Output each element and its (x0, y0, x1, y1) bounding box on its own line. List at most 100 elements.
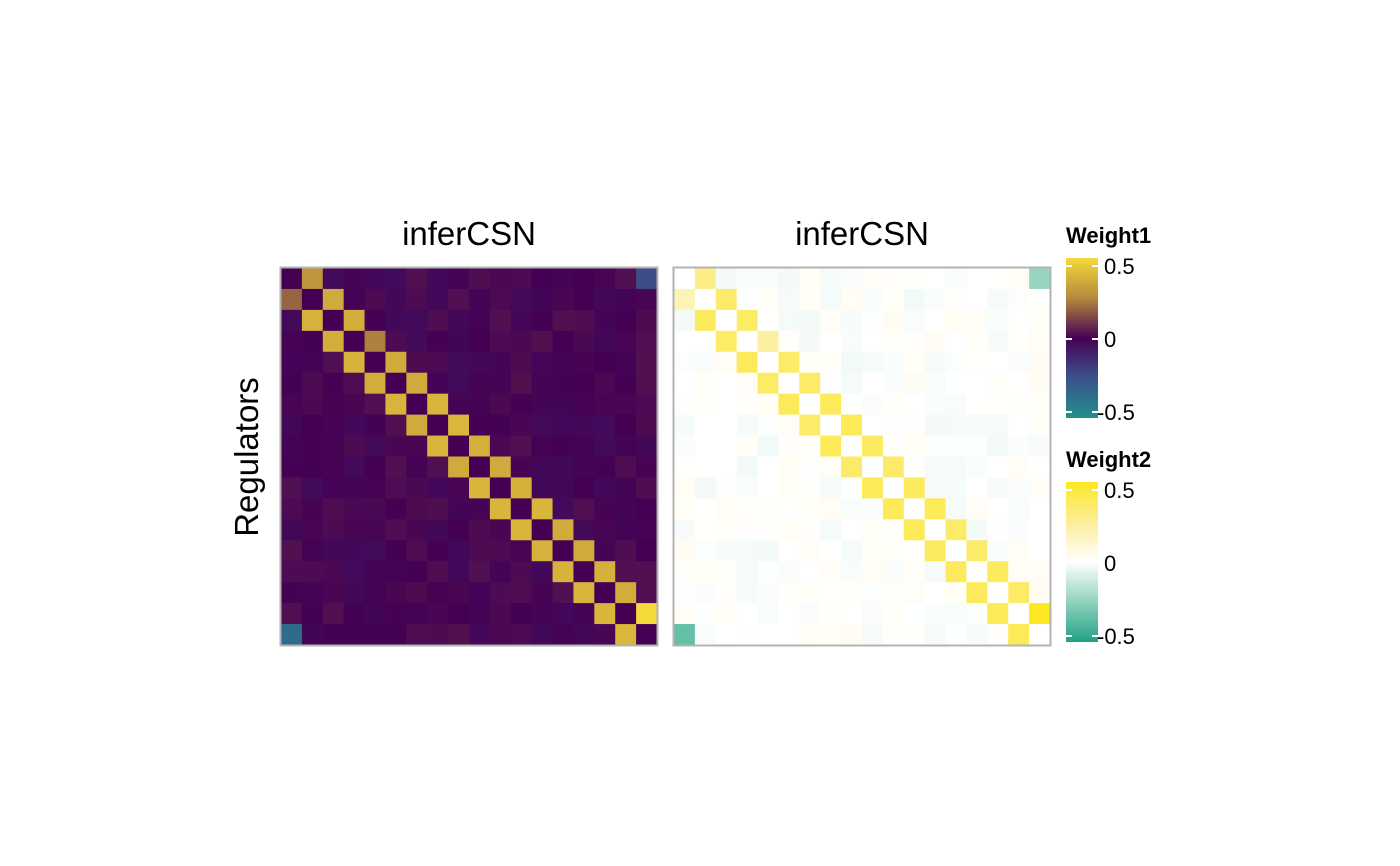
heatmap-cell (427, 288, 449, 311)
heatmap-cell (862, 582, 884, 604)
heatmap-cell (427, 582, 449, 604)
heatmap-cell (469, 435, 491, 458)
heatmap-cell (469, 393, 491, 416)
heatmap-cell (573, 624, 595, 646)
heatmap-cell (281, 456, 303, 479)
heatmap-cell (281, 288, 303, 311)
heatmap-cell (903, 330, 926, 353)
heatmap-cell (573, 351, 595, 374)
heatmap-cell (406, 268, 428, 290)
heatmap-cell (966, 393, 988, 416)
heatmap-cell (903, 351, 926, 374)
heatmap-cell (841, 435, 863, 458)
heatmap-cell (343, 268, 366, 290)
heatmap-cell (1029, 561, 1051, 583)
heatmap-cell (820, 456, 842, 479)
heatmap-cell (987, 330, 1009, 353)
heatmap-cell (385, 414, 407, 437)
heatmap-cell (281, 309, 303, 332)
heatmap-cell (757, 477, 780, 499)
heatmap-cell (427, 624, 449, 646)
heatmap-cell (903, 561, 926, 583)
heatmap-cell (406, 393, 428, 416)
heatmap-cell (281, 561, 303, 583)
heatmap-cell (862, 372, 884, 395)
heatmap-cell (966, 268, 988, 290)
heatmap-cell (636, 624, 658, 646)
heatmap-cell (778, 330, 800, 353)
heatmap-cell (385, 582, 407, 604)
heatmap-cell (322, 330, 345, 353)
heatmap-cell (573, 582, 595, 604)
heatmap-cell (406, 624, 428, 646)
heatmap-cell (364, 372, 387, 395)
heatmap-cell (489, 372, 512, 395)
heatmap-cell (694, 435, 717, 458)
heatmap-cell (322, 582, 345, 604)
heatmap-cell (427, 351, 449, 374)
heatmap-cell (757, 435, 780, 458)
heatmap-cell (966, 519, 988, 541)
heatmap-cell (615, 351, 637, 374)
heatmap-cell (674, 351, 696, 374)
heatmap-cell (531, 268, 554, 290)
heatmap-cell (674, 519, 696, 541)
heatmap-cell (674, 582, 696, 604)
heatmap-cell (615, 561, 637, 583)
heatmap-cell (301, 309, 324, 332)
heatmap-cell (820, 582, 842, 604)
heatmap-cell (945, 540, 968, 562)
heatmap-cell (736, 582, 759, 604)
heatmap-cell (448, 456, 470, 479)
heatmap-cell (406, 330, 428, 353)
heatmap-cell (841, 477, 863, 499)
heatmap-cell (820, 519, 842, 541)
panel2-title: inferCSN (795, 215, 929, 252)
heatmap-cell (945, 351, 968, 374)
heatmap-cell (1008, 268, 1030, 290)
heatmap-cell (757, 372, 780, 395)
heatmap-cell (406, 414, 428, 437)
heatmap-cell (820, 268, 842, 290)
heatmap-cell (736, 477, 759, 499)
heatmap-cell (987, 288, 1009, 311)
heatmap-cell (448, 498, 470, 520)
heatmap-cell (945, 372, 968, 395)
heatmap-cell (489, 519, 512, 541)
heatmap-cell (862, 309, 884, 332)
heatmap-cell (385, 561, 407, 583)
heatmap-cell (594, 519, 616, 541)
heatmap-cell (615, 268, 637, 290)
heatmap-cell (364, 624, 387, 646)
heatmap-cell (448, 309, 470, 332)
heatmap-cell (757, 309, 780, 332)
heatmap-cell (364, 268, 387, 290)
heatmap-cell (301, 393, 324, 416)
heatmap-cell (903, 582, 926, 604)
heatmap-cell (945, 477, 968, 499)
heatmap-cell (987, 268, 1009, 290)
heatmap-cell (301, 561, 324, 583)
heatmap-cell (406, 477, 428, 499)
heatmap-cell (987, 435, 1009, 458)
heatmap-cell (1008, 624, 1030, 646)
heatmap-cell (945, 393, 968, 416)
heatmap-cell (736, 351, 759, 374)
heatmap-cell (301, 330, 324, 353)
heatmap-cell (924, 540, 947, 562)
heatmap-cell (615, 372, 637, 395)
heatmap-cell (406, 372, 428, 395)
heatmap-cell (469, 330, 491, 353)
heatmap-cell (757, 330, 780, 353)
heatmap-cell (674, 603, 696, 625)
heatmap-cell (966, 624, 988, 646)
heatmap-cell (1008, 519, 1030, 541)
heatmap-cell (573, 372, 595, 395)
heatmap-cell (820, 288, 842, 311)
heatmap-cell (674, 477, 696, 499)
heatmap-cell (594, 351, 616, 374)
heatmap-cell (736, 456, 759, 479)
heatmap-cell (903, 519, 926, 541)
heatmap-cell (301, 540, 324, 562)
heatmap-cell (715, 561, 738, 583)
